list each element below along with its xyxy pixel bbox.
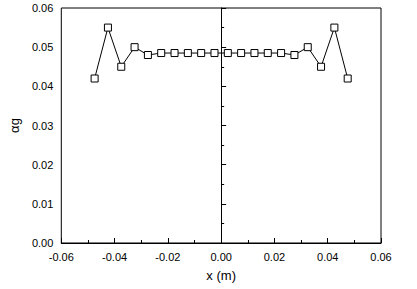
svg-text:0.01: 0.01	[32, 198, 53, 210]
svg-text:-0.04: -0.04	[102, 251, 127, 263]
svg-text:0.06: 0.06	[370, 251, 391, 263]
svg-text:0.06: 0.06	[32, 2, 53, 14]
svg-text:x (m): x (m)	[206, 268, 236, 283]
svg-text:0.04: 0.04	[32, 80, 53, 92]
svg-text:-0.06: -0.06	[49, 251, 74, 263]
svg-text:0.05: 0.05	[32, 41, 53, 53]
svg-text:αg: αg	[7, 118, 22, 133]
svg-text:0.03: 0.03	[32, 120, 53, 132]
svg-text:0.02: 0.02	[264, 251, 285, 263]
svg-text:-0.02: -0.02	[155, 251, 180, 263]
svg-text:0.04: 0.04	[317, 251, 338, 263]
svg-text:0.00: 0.00	[210, 251, 231, 263]
svg-text:0.00: 0.00	[32, 237, 53, 249]
svg-text:0.02: 0.02	[32, 159, 53, 171]
